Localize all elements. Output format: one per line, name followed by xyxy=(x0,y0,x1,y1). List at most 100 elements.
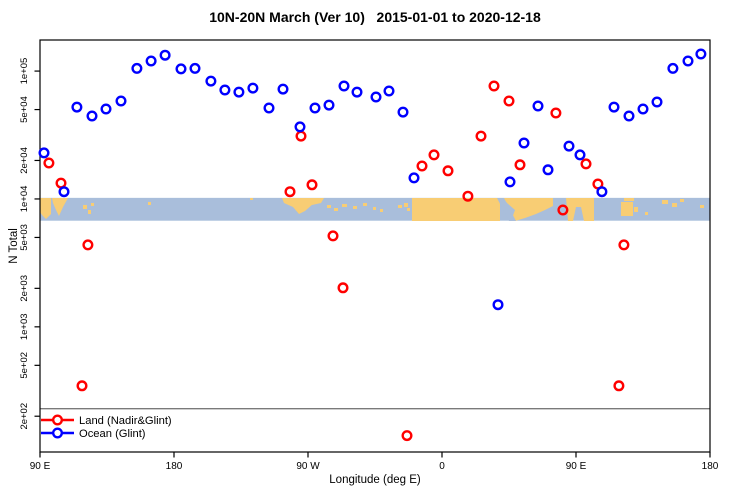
map-band-land xyxy=(282,198,313,214)
map-band-land xyxy=(404,203,408,207)
y-tick-label: 1e+03 xyxy=(19,313,30,340)
data-point xyxy=(608,101,620,113)
data-point xyxy=(462,190,474,202)
map-band-land xyxy=(412,198,500,221)
map-band-land xyxy=(398,205,402,208)
y-tick-label: 2e+02 xyxy=(19,403,30,430)
x-axis-label: Longitude (deg E) xyxy=(329,474,421,486)
data-point xyxy=(277,83,289,95)
data-point xyxy=(38,147,50,159)
data-point xyxy=(82,239,94,251)
legend-marker xyxy=(52,414,64,426)
map-band-land xyxy=(88,210,91,214)
map-band-land xyxy=(363,203,367,206)
data-point xyxy=(518,137,530,149)
data-point xyxy=(327,230,339,242)
data-point xyxy=(131,62,143,74)
data-point xyxy=(306,179,318,191)
x-tick-label: 0 xyxy=(439,461,445,472)
map-band-land xyxy=(52,198,68,216)
data-point xyxy=(309,102,321,114)
data-point xyxy=(428,149,440,161)
y-tick-label: 5e+03 xyxy=(19,224,30,251)
data-point xyxy=(574,149,586,161)
map-band-land xyxy=(148,202,151,205)
data-point xyxy=(71,101,83,113)
data-point xyxy=(397,106,409,118)
data-point xyxy=(651,96,663,108)
data-point xyxy=(370,91,382,103)
legend-label: Ocean (Glint) xyxy=(79,428,146,440)
x-tick-label: 180 xyxy=(702,461,719,472)
map-band-land xyxy=(373,207,376,210)
data-point xyxy=(504,176,516,188)
y-tick-label: 2e+03 xyxy=(19,275,30,302)
data-point xyxy=(682,55,694,67)
data-point xyxy=(580,158,592,170)
map-band-land xyxy=(380,209,383,212)
y-tick-label: 1e+04 xyxy=(19,186,30,213)
x-tick-label: 90 E xyxy=(566,461,587,472)
map-band-sea-gap xyxy=(497,198,516,221)
data-point xyxy=(294,121,306,133)
map-band-land xyxy=(700,205,704,208)
data-point xyxy=(532,100,544,112)
y-tick-label: 1e+05 xyxy=(19,58,30,85)
map-band-land xyxy=(342,204,347,207)
map-band-land xyxy=(621,202,633,216)
x-tick-label: 90 W xyxy=(296,461,320,472)
data-point xyxy=(295,130,307,142)
map-band-land xyxy=(503,198,553,221)
legend-marker xyxy=(52,427,64,439)
data-point xyxy=(145,55,157,67)
x-tick-label: 90 E xyxy=(30,461,51,472)
x-tick-label: 180 xyxy=(166,461,183,472)
data-point xyxy=(323,99,335,111)
data-point xyxy=(205,75,217,87)
map-band-land xyxy=(680,199,684,202)
map-band-land xyxy=(662,200,668,204)
map-band-land xyxy=(40,198,51,219)
data-point xyxy=(596,186,608,198)
map-band-land xyxy=(250,198,253,200)
map-band-land xyxy=(353,206,357,209)
y-tick-label: 5e+02 xyxy=(19,352,30,379)
data-point xyxy=(613,380,625,392)
map-band-land xyxy=(624,198,634,201)
data-point xyxy=(338,80,350,92)
map-band-land xyxy=(91,203,94,206)
map-band-land xyxy=(83,205,87,209)
data-point xyxy=(442,165,454,177)
data-point xyxy=(557,204,569,216)
data-point xyxy=(247,82,259,94)
data-point xyxy=(695,48,707,60)
map-band-land xyxy=(566,198,594,221)
data-point xyxy=(351,86,363,98)
data-point xyxy=(408,172,420,184)
data-point xyxy=(159,49,171,61)
data-point xyxy=(492,299,504,311)
data-point xyxy=(337,282,349,294)
data-point xyxy=(76,380,88,392)
data-point xyxy=(263,102,275,114)
data-point xyxy=(284,186,296,198)
data-point xyxy=(189,62,201,74)
data-point xyxy=(383,85,395,97)
data-point xyxy=(43,157,55,169)
y-tick-label: 5e+04 xyxy=(19,96,30,123)
data-point xyxy=(563,140,575,152)
legend-label: Land (Nadir&Glint) xyxy=(79,415,172,427)
data-point xyxy=(623,110,635,122)
map-band-land xyxy=(312,198,324,205)
map-band-land xyxy=(327,205,331,208)
data-point xyxy=(100,103,112,115)
data-point xyxy=(401,430,413,442)
data-point xyxy=(416,160,428,172)
data-point xyxy=(58,186,70,198)
data-point xyxy=(233,86,245,98)
data-point xyxy=(503,95,515,107)
map-band-land xyxy=(634,207,638,212)
plot-border xyxy=(39,39,711,453)
